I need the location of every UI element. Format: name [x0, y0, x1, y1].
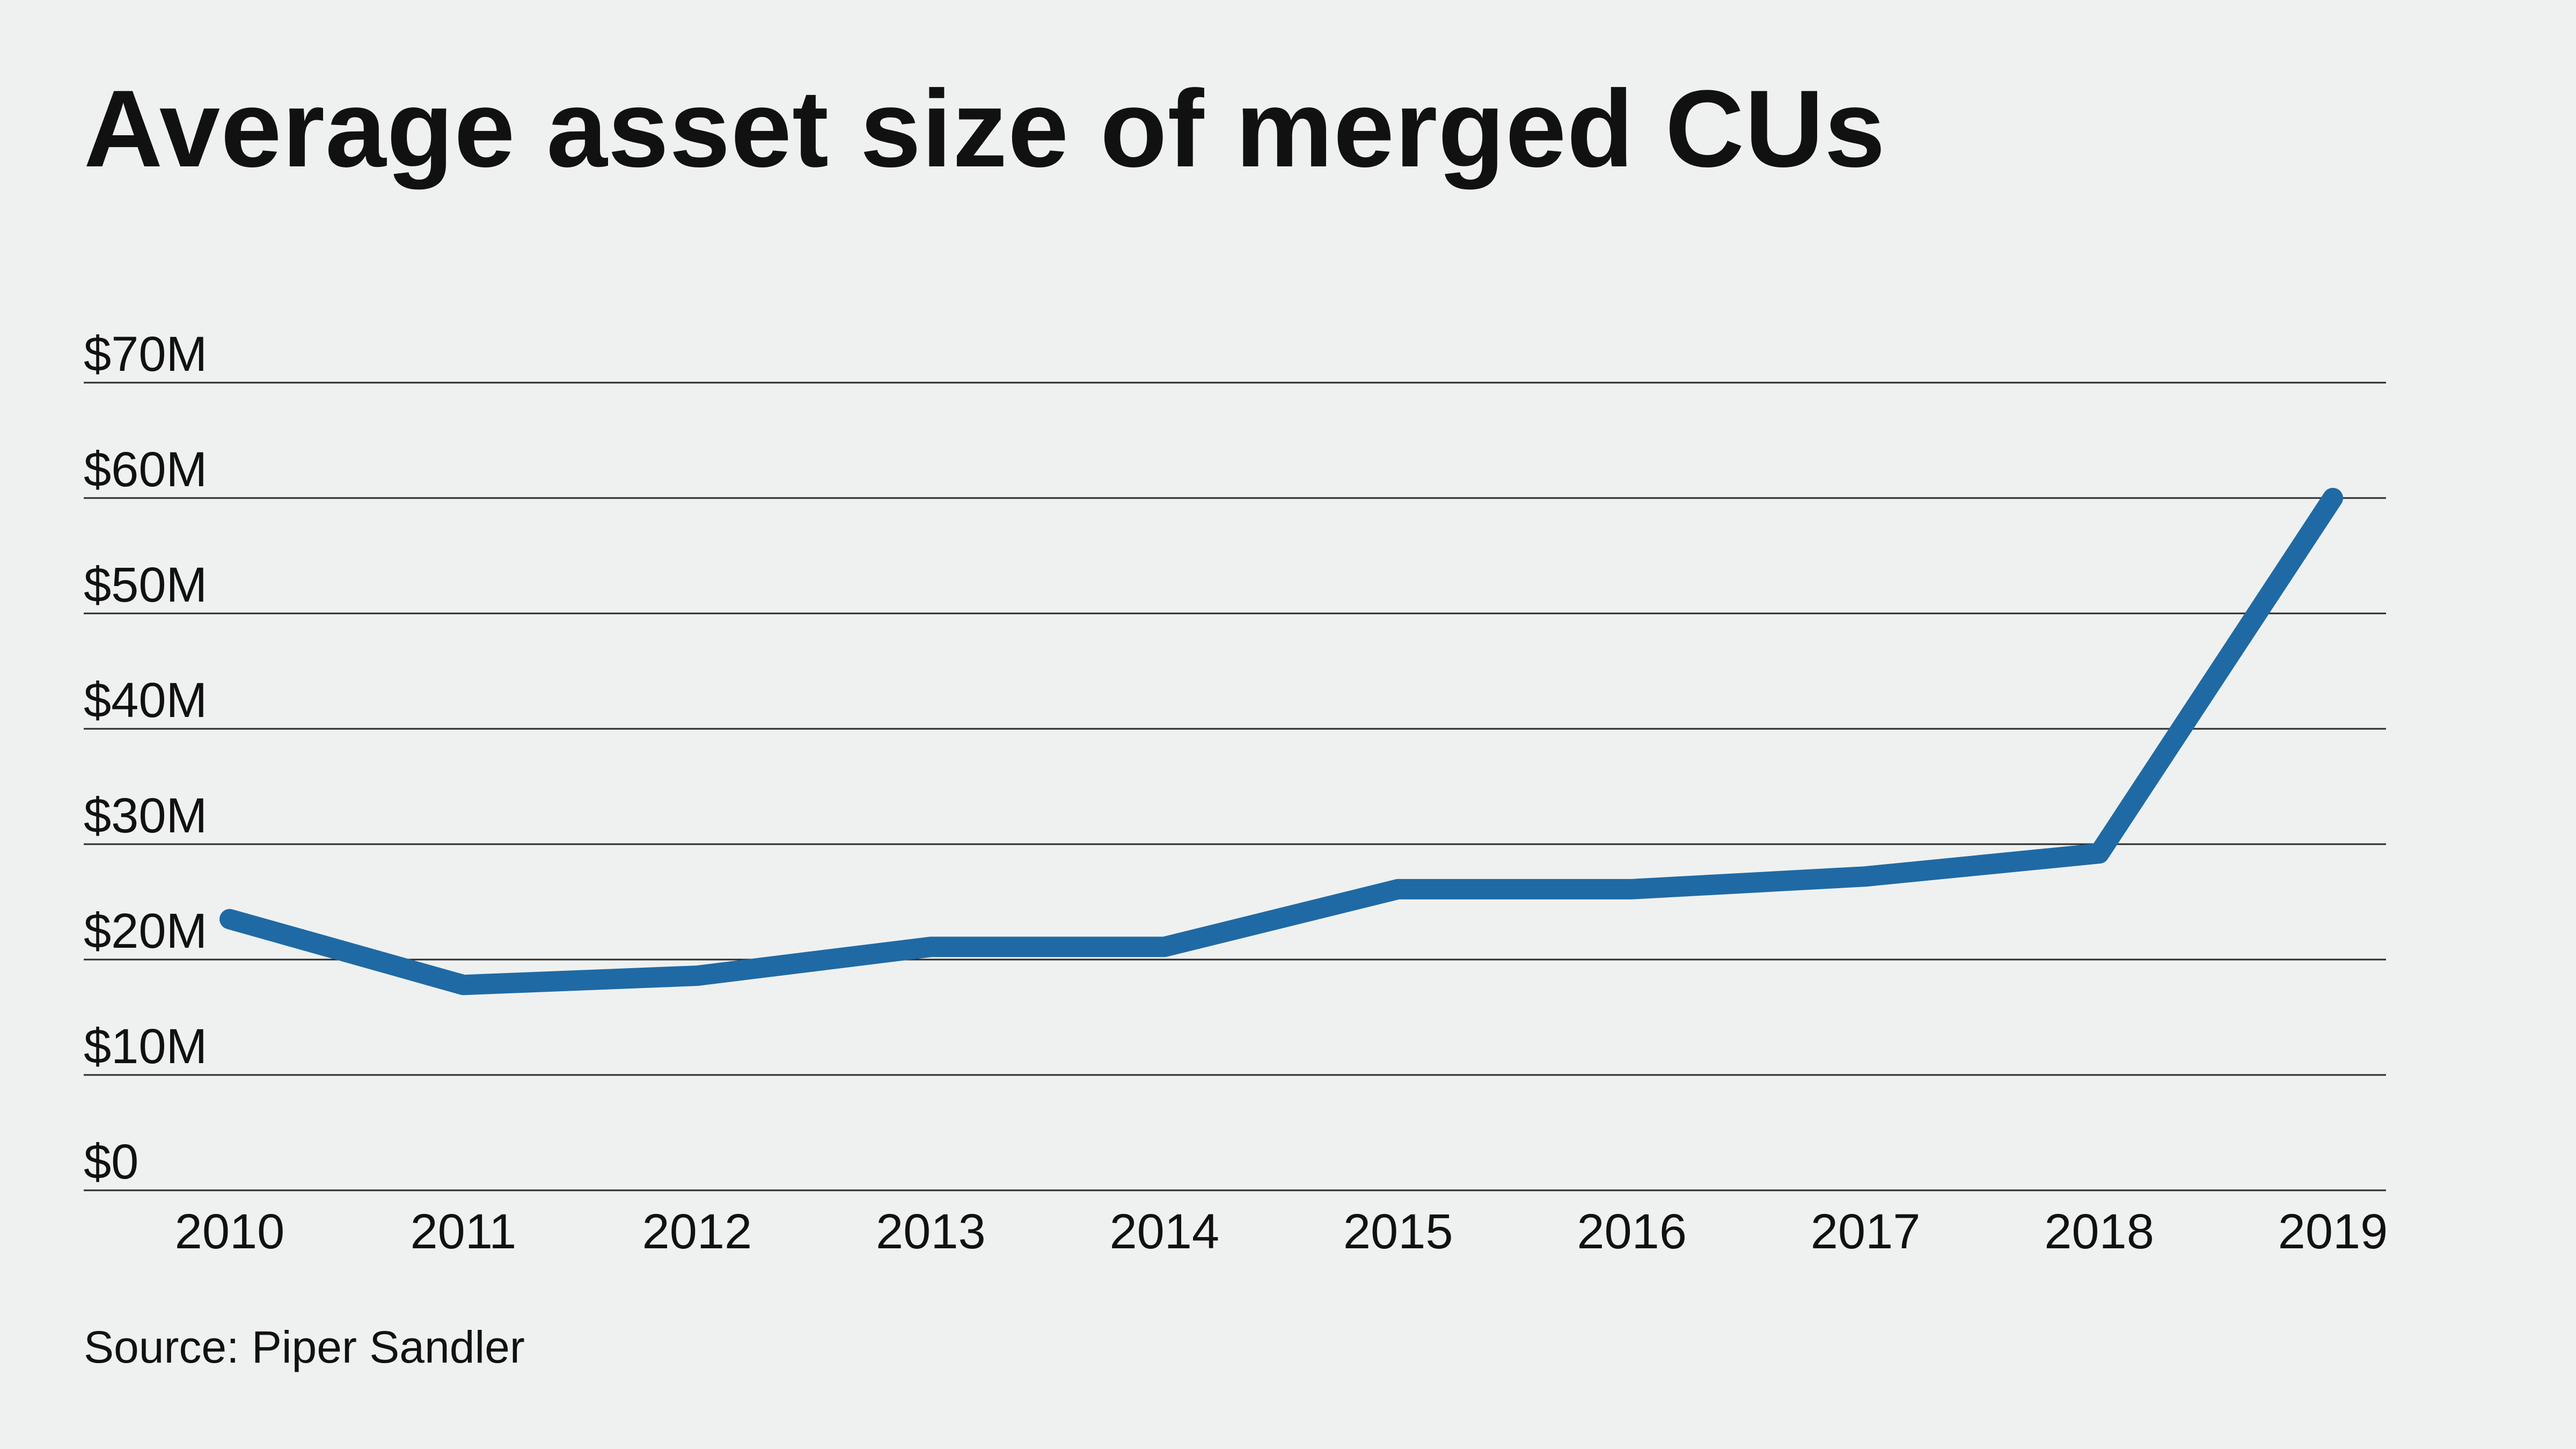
data-point [1630, 888, 1633, 890]
data-point [229, 918, 231, 920]
x-tick-label: 2011 [411, 1204, 517, 1259]
y-tick-label: $50M [84, 558, 207, 612]
data-point [696, 975, 698, 977]
x-tick-label: 2014 [1109, 1204, 1219, 1259]
data-point [1163, 946, 1166, 948]
y-tick-label: $40M [84, 673, 207, 728]
data-point [462, 984, 465, 986]
y-axis-labels: $0 $10M $20M $30M $40M $50M $60M $70M [84, 327, 207, 1189]
y-tick-label: $70M [84, 327, 207, 382]
y-tick-label: $10M [84, 1019, 207, 1074]
data-point [930, 946, 932, 948]
x-tick-label: 2017 [1811, 1204, 1921, 1259]
x-tick-label: 2016 [1577, 1204, 1687, 1259]
x-tick-label: 2019 [2278, 1204, 2388, 1259]
series-layer [219, 488, 2343, 996]
data-point [2098, 852, 2101, 855]
series-line [219, 488, 2343, 996]
x-tick-label: 2018 [2044, 1204, 2154, 1259]
y-tick-label: $60M [84, 442, 207, 497]
y-tick-label: $30M [84, 788, 207, 843]
data-point [2332, 497, 2334, 499]
data-point [1864, 875, 1867, 878]
y-tick-label: $20M [84, 904, 207, 958]
x-tick-label: 2013 [876, 1204, 986, 1259]
x-tick-label: 2015 [1343, 1204, 1453, 1259]
x-tick-label: 2012 [642, 1204, 752, 1259]
data-point [1397, 888, 1400, 890]
chart-title: Average asset size of merged CUs [84, 68, 1886, 190]
y-tick-label: $0 [84, 1135, 138, 1189]
x-tick-label: 2010 [175, 1204, 285, 1259]
source-note: Source: Piper Sandler [84, 1322, 525, 1372]
gridlines [84, 382, 2386, 1191]
x-axis-labels: 2010 2011 2012 2013 2014 2015 2016 2017 2018 2019 [175, 1204, 2388, 1259]
